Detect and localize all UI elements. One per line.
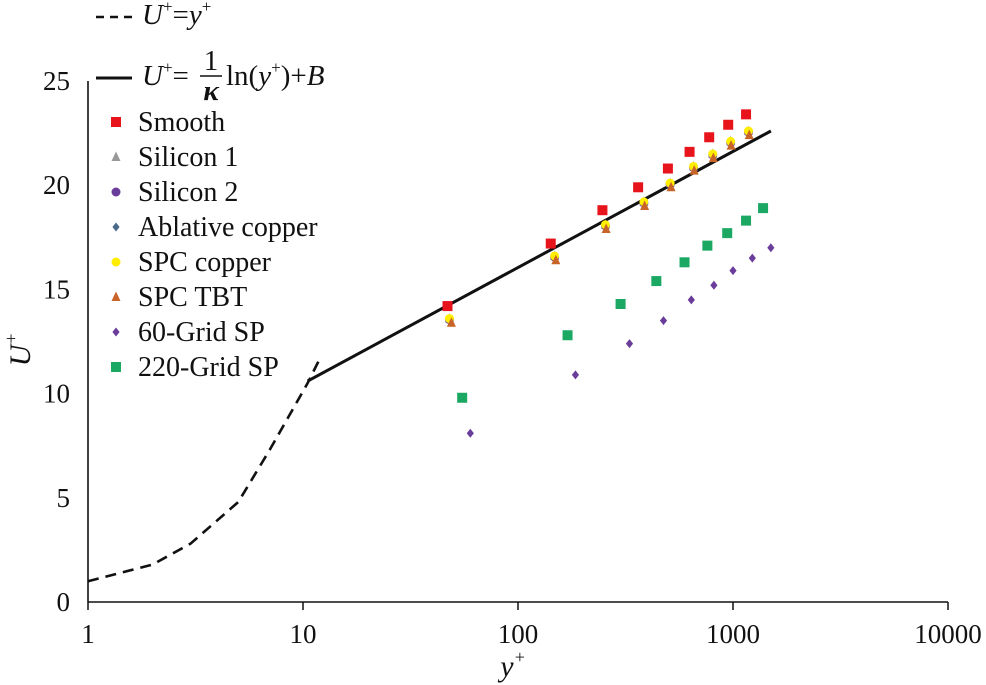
legend-label-spc-tbt: SPC TBT (138, 282, 247, 313)
x-axis-title-sup: + (514, 647, 526, 667)
series-spc-tbt (446, 129, 754, 327)
data-point-60-grid-sp (466, 428, 474, 438)
x-axis-title-base: y (497, 650, 514, 683)
y-axis-title-sup: + (1, 333, 21, 345)
data-point-60-grid-sp (710, 280, 718, 290)
legend-marker-spc-tbt (111, 291, 121, 301)
legend-marker-silicon-2 (111, 187, 121, 197)
data-point-220-grid-sp (722, 228, 733, 239)
data-point-smooth (684, 146, 695, 157)
legend-reference-lines: U+=y+ U+= 1κ ln(y+)+B (96, 0, 325, 107)
legend-item-spc-tbt: SPC TBT (111, 282, 247, 313)
data-point-smooth (442, 301, 453, 312)
y-axis-title-base: U (4, 342, 37, 366)
y-tick-label: 20 (43, 170, 70, 200)
legend-label-smooth: Smooth (138, 107, 225, 138)
y-tick-label: 0 (57, 587, 71, 617)
x-axis-title: y+ (497, 647, 525, 683)
legend-item-spc-copper: SPC copper (111, 247, 272, 278)
legend-marker-spc-copper (111, 257, 121, 267)
legend-item-ablative-copper: Ablative copper (112, 212, 318, 243)
data-point-60-grid-sp (767, 243, 775, 253)
legend-marker-220-grid-sp (111, 362, 121, 372)
data-point-60-grid-sp (571, 370, 580, 380)
legend-label-60-grid-sp: 60-Grid SP (138, 317, 265, 348)
legend-item-60-grid-sp: 60-Grid SP (112, 317, 265, 348)
series-silicon-2 (444, 127, 753, 325)
data-point-smooth (723, 119, 734, 130)
legend-item-220-grid-sp: 220-Grid SP (111, 352, 279, 383)
data-point-spc-tbt (666, 181, 676, 192)
data-point-220-grid-sp (651, 276, 662, 287)
data-point-smooth (633, 182, 644, 193)
legend-marker-silicon-1 (111, 151, 121, 161)
legend-marker-60-grid-sp (112, 327, 120, 337)
y-tick-label: 10 (43, 379, 70, 409)
legend-label-log-law-rhs: ln(y+)+B (226, 58, 325, 92)
legend-marker-ablative-copper (112, 222, 120, 232)
data-point-spc-tbt (640, 200, 650, 211)
data-point-spc-tbt (689, 165, 699, 175)
x-tick-label: 100 (498, 619, 539, 649)
data-point-spc-tbt (551, 254, 561, 265)
data-point-220-grid-sp (457, 392, 468, 403)
series-220-grid-sp (457, 203, 769, 403)
legend-item-smooth: Smooth (111, 107, 225, 138)
legend-label-viscous-sublayer: U+=y+ (142, 0, 211, 31)
data-point-220-grid-sp (615, 298, 626, 309)
series-60-grid-sp (466, 243, 775, 438)
legend: U+=y+ U+= 1κ ln(y+)+B Smooth Silicon 1 Silico… (96, 0, 325, 383)
legend-label-silicon-2: Silicon 2 (138, 177, 238, 208)
legend-item-silicon-1: Silicon 1 (111, 142, 238, 173)
legend-log-law-fraction-num: 1 (204, 45, 219, 77)
viscous-sublayer-line (87, 357, 322, 583)
x-tick-label: 1 (81, 619, 95, 649)
legend-label-log-law-lhs: U+= (142, 58, 189, 92)
data-point-spc-tbt (708, 152, 718, 163)
y-tick-label: 15 (43, 274, 70, 304)
legend-label-spc-copper: SPC copper (138, 247, 272, 278)
x-tick-label: 1000 (706, 619, 760, 649)
data-point-smooth (545, 238, 556, 249)
data-point-220-grid-sp (758, 203, 769, 214)
x-tick-label: 10 (290, 619, 317, 649)
series-ablative-copper (445, 128, 753, 326)
data-point-spc-tbt (744, 129, 754, 140)
y-axis-title: U+ (1, 333, 37, 367)
legend-log-law-fraction-den: κ (203, 75, 219, 107)
data-point-220-grid-sp (741, 215, 752, 226)
legend-series: Smooth Silicon 1 Silicon 2 Ablative copper S… (111, 107, 318, 383)
data-point-smooth (662, 163, 673, 174)
data-point-60-grid-sp (748, 253, 756, 263)
data-point-60-grid-sp (659, 316, 668, 326)
data-point-smooth (741, 109, 752, 120)
data-point-60-grid-sp (687, 295, 695, 305)
data-point-spc-tbt (446, 317, 456, 327)
data-point-220-grid-sp (679, 257, 690, 268)
y-tick-label: 25 (43, 66, 70, 96)
data-point-spc-tbt (601, 223, 611, 233)
legend-marker-smooth (111, 117, 121, 127)
data-point-60-grid-sp (729, 266, 737, 276)
legend-item-silicon-2: Silicon 2 (111, 177, 238, 208)
data-points (442, 109, 775, 438)
legend-label-silicon-1: Silicon 1 (138, 142, 238, 173)
series-smooth (442, 109, 752, 312)
data-point-smooth (704, 132, 715, 143)
y-tick-label: 5 (57, 483, 71, 513)
log-law-line (306, 129, 772, 383)
data-point-spc-tbt (726, 140, 736, 150)
data-point-220-grid-sp (702, 240, 713, 251)
x-tick-label: 10000 (914, 619, 982, 649)
data-point-smooth (597, 205, 608, 216)
data-point-60-grid-sp (625, 339, 634, 349)
legend-label-ablative-copper: Ablative copper (138, 212, 318, 243)
legend-label-220-grid-sp: 220-Grid SP (138, 352, 279, 383)
ticks: 1 10 100 1000 10000 0 5 10 15 20 25 (43, 66, 982, 649)
data-point-220-grid-sp (562, 330, 573, 341)
